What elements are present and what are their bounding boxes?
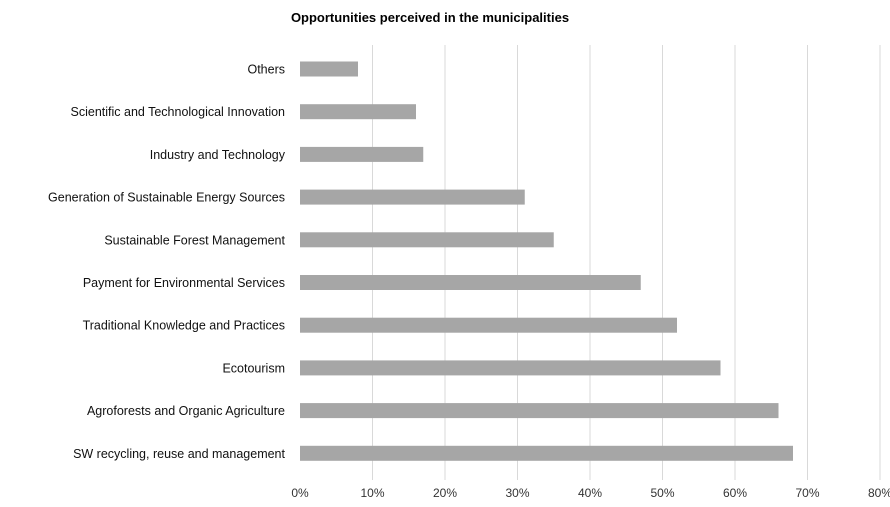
x-tick-label: 30% [505,486,529,500]
bar [300,360,721,376]
bars [300,61,793,461]
category-label: Scientific and Technological Innovation [71,105,286,119]
bar [300,146,424,162]
bar [300,275,641,290]
x-tick-label: 50% [650,486,674,500]
category-label: Others [247,63,285,77]
x-tick-label: 80% [868,486,890,500]
category-label: Payment for Environmental Services [83,276,285,290]
gridlines [372,45,881,480]
category-label: SW recycling, reuse and management [73,447,285,461]
x-axis-tick-labels: 0% 10% 20% 30% 40% 50% 60% 70% 80% [291,486,890,500]
bar [300,61,358,77]
bar [300,104,416,120]
category-labels: Others Scientific and Technological Innov… [48,63,286,461]
bar [300,317,677,333]
category-label: Generation of Sustainable Energy Sources [48,191,285,205]
chart-title: Opportunities perceived in the municipal… [291,10,569,25]
category-label: Industry and Technology [150,148,286,162]
category-label: Sustainable Forest Management [104,233,285,247]
x-tick-label: 20% [433,486,457,500]
x-tick-label: 0% [291,486,309,500]
bar [300,445,793,461]
bar [300,232,554,248]
x-tick-label: 60% [723,486,747,500]
x-tick-label: 40% [578,486,602,500]
bar [300,189,525,205]
x-tick-label: 70% [795,486,819,500]
x-tick-label: 10% [360,486,384,500]
bar [300,403,779,419]
category-label: Traditional Knowledge and Practices [83,319,285,333]
category-label: Agroforests and Organic Agriculture [87,404,285,418]
category-label: Ecotourism [222,361,285,375]
